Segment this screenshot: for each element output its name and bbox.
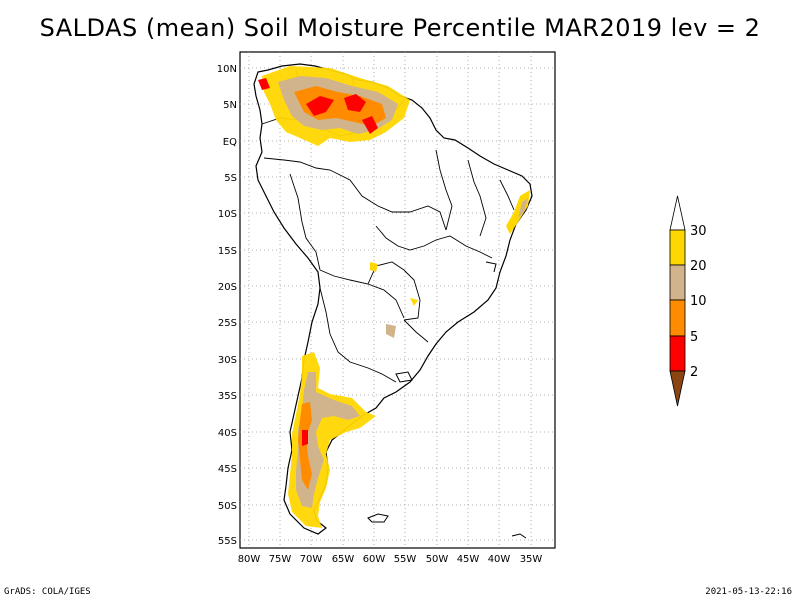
colorbar-segment-20-30: [669, 229, 686, 266]
longitude-labels: 80W 75W 70W 65W 60W 55W 50W 45W 40W 35W: [238, 554, 543, 565]
colorbar: [669, 195, 686, 407]
map-title: SALDAS (mean) Soil Moisture Percentile M…: [39, 14, 761, 42]
footer-credit: GrADS: COLA/IGES: [4, 587, 91, 597]
lat-label: 30S: [218, 355, 237, 366]
percentile-shading: [258, 66, 530, 528]
lon-label: 70W: [300, 554, 323, 565]
colorbar-segment-2-5: [669, 335, 686, 372]
shade-north-5-10: [294, 86, 386, 126]
lat-label: 45S: [218, 464, 237, 475]
shade-south-5-10: [298, 402, 312, 490]
lat-label: 10S: [218, 209, 237, 220]
lat-label: 25S: [218, 318, 237, 329]
shade-paraguay-spot: [386, 324, 396, 338]
shade-east-coast-tan: [518, 198, 528, 218]
colorbar-segment-5-10: [669, 299, 686, 337]
shade-north-2-5c: [362, 116, 378, 134]
islands: [367, 261, 527, 539]
colorbar-above-triangle: [669, 195, 686, 231]
colorbar-label: 30: [690, 224, 707, 239]
lon-label: 80W: [238, 554, 261, 565]
lat-label: 15S: [218, 246, 237, 257]
colorbar-label: 20: [690, 259, 707, 274]
lon-label: 35W: [520, 554, 543, 565]
colorbar-label: 5: [690, 330, 698, 345]
shade-south-2-5: [302, 430, 308, 446]
lon-label: 75W: [269, 554, 292, 565]
lat-label: 35S: [218, 391, 237, 402]
lon-label: 45W: [457, 554, 480, 565]
shade-bolivia-spot: [370, 262, 378, 272]
lat-label: 55S: [218, 536, 237, 547]
footer-timestamp: 2021-05-13-22:16: [705, 587, 792, 597]
shade-north-2-5b: [344, 94, 366, 112]
lat-label: 10N: [217, 64, 237, 75]
lat-label: 5S: [224, 173, 237, 184]
lon-label: 60W: [363, 554, 386, 565]
lon-label: 65W: [332, 554, 355, 565]
colorbar-below-triangle: [669, 370, 686, 407]
colorbar-labels: 30 20 10 5 2: [690, 224, 707, 380]
lat-label: 20S: [218, 282, 237, 293]
shade-north-2-5: [306, 96, 334, 116]
shade-colombia-red: [258, 78, 270, 90]
lon-label: 50W: [426, 554, 449, 565]
colorbar-label: 2: [690, 365, 698, 380]
lat-label: EQ: [223, 137, 237, 148]
colorbar-label: 10: [690, 294, 707, 309]
lon-label: 55W: [394, 554, 417, 565]
lat-label: 40S: [218, 428, 237, 439]
lat-label: 5N: [223, 100, 237, 111]
latitude-labels: 10N 5N EQ 5S 10S 15S 20S 25S 30S 35S 40S…: [217, 64, 237, 547]
lon-label: 40W: [488, 554, 511, 565]
lat-label: 50S: [218, 501, 237, 512]
colorbar-segment-10-20: [669, 264, 686, 301]
shade-south-brazil-spot: [410, 298, 418, 306]
